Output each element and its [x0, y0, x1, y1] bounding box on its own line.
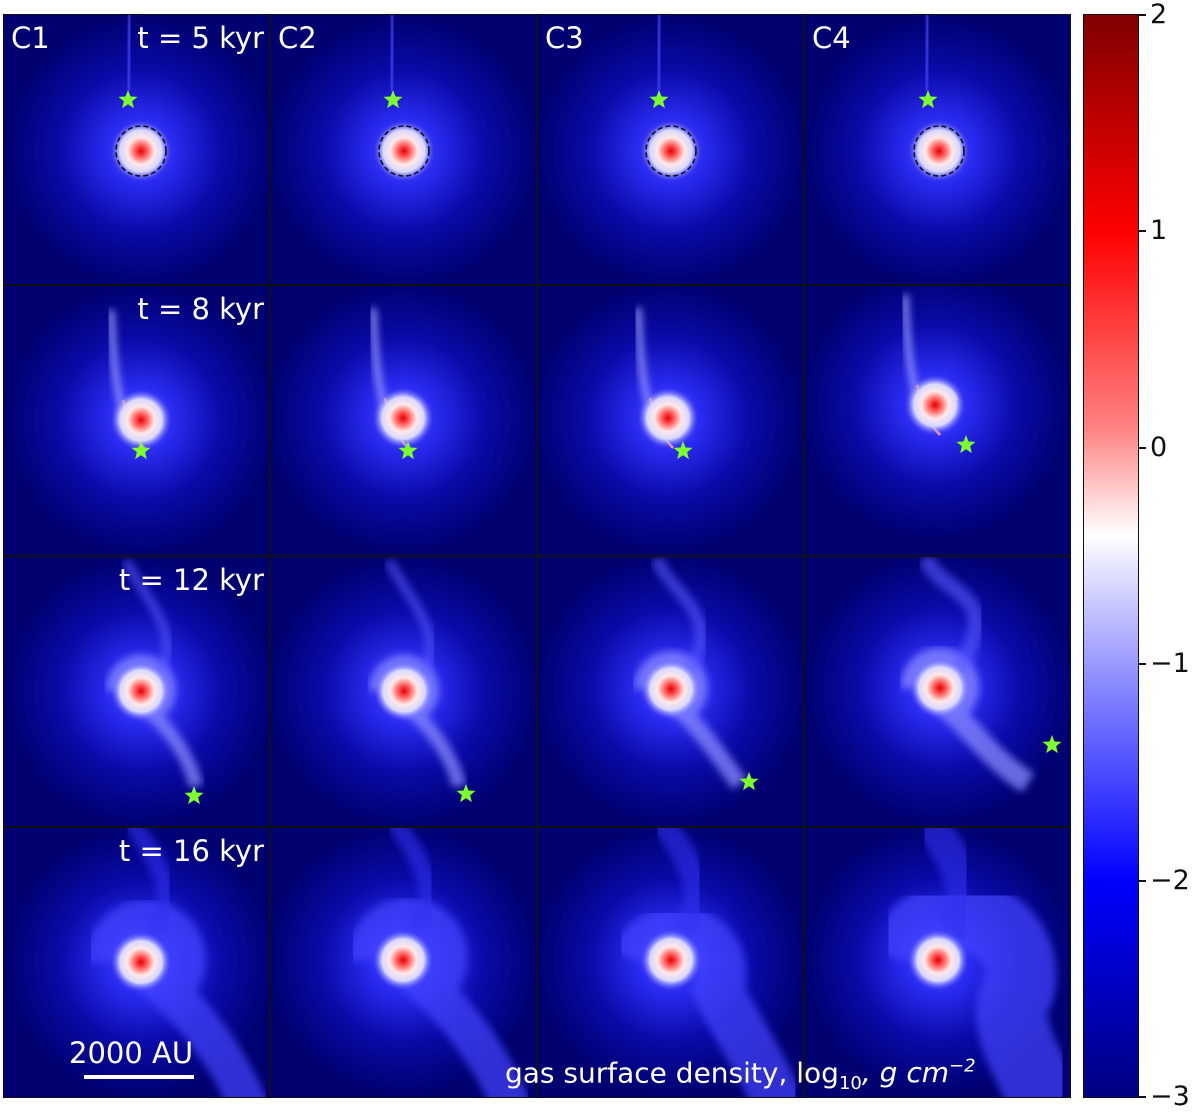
panel-image [270, 285, 537, 556]
panel-c4-row-2 [804, 285, 1071, 556]
time-label: t = 5 kyr [137, 21, 264, 55]
star-icon [649, 90, 669, 109]
panel-c3-row-1: C3 [537, 14, 804, 285]
column-label: C2 [278, 21, 317, 55]
dashed-circle [378, 125, 430, 177]
colorbar-tick-label: −2 [1150, 864, 1190, 896]
panel-c3-row-2 [537, 285, 804, 556]
colorbar-tick-label: −3 [1150, 1081, 1190, 1112]
colorbar-quantity-label: gas surface density, log10, g cm−2 [505, 1056, 976, 1094]
panel-image [270, 827, 537, 1098]
star-icon [1042, 735, 1062, 754]
panel-image [804, 556, 1071, 827]
density-label-unit: , g cm [861, 1056, 950, 1090]
star-icon [673, 441, 693, 460]
panel-image [804, 827, 1071, 1098]
star-icon [739, 772, 759, 791]
scale-bar [84, 1075, 194, 1079]
panel-divider-horizontal [3, 826, 1071, 828]
panel-image [537, 285, 804, 556]
panel-image [3, 556, 270, 827]
panel-image [3, 827, 270, 1098]
grid-frame [3, 14, 1071, 1098]
panel-c3-row-4 [537, 827, 804, 1098]
dashed-circle [115, 125, 167, 177]
panel-image [537, 827, 804, 1098]
column-label: C4 [812, 21, 851, 55]
star-icon [956, 435, 976, 454]
dashed-circle [913, 125, 965, 177]
density-label-sup: −2 [949, 1056, 976, 1077]
panel-c2-row-2 [270, 285, 537, 556]
time-label: t = 12 kyr [118, 563, 264, 597]
star-icon [918, 90, 938, 109]
density-label-prefix: gas surface density, log [505, 1056, 839, 1090]
panel-c2-row-1: C2 [270, 14, 537, 285]
panel-divider-vertical [803, 14, 805, 1098]
panel-c1-row-1: C1 t = 5 kyr [3, 14, 270, 285]
star-icon [398, 441, 418, 460]
scale-bar-label: 2000 AU [69, 1036, 194, 1070]
star-icon [118, 90, 138, 109]
column-label: C1 [11, 21, 50, 55]
panel-image [804, 14, 1071, 285]
colorbar-tick [1139, 879, 1146, 882]
panel-image [804, 285, 1071, 556]
image-grid: C1 t = 5 kyr C2 [3, 14, 1071, 1098]
panel-c4-row-3 [804, 556, 1071, 827]
star-icon [131, 441, 151, 460]
colorbar-tick-label: 1 [1150, 215, 1168, 247]
colorbar-tick [1139, 1096, 1146, 1098]
panel-c4-row-4 [804, 827, 1071, 1098]
panel-c1-row-3: t = 12 kyr [3, 556, 270, 827]
time-label: t = 16 kyr [118, 834, 264, 868]
panel-image [537, 556, 804, 827]
panel-image [3, 285, 270, 556]
colorbar-tick-label: 0 [1150, 431, 1168, 463]
panel-image [270, 14, 537, 285]
panel-divider-horizontal [3, 555, 1071, 557]
time-label: t = 8 kyr [137, 292, 264, 326]
density-label-sub: 10 [838, 1072, 862, 1094]
colorbar-tick [1139, 230, 1146, 233]
panel-image [537, 14, 804, 285]
panel-c4-row-1: C4 [804, 14, 1071, 285]
star-icon [184, 786, 204, 805]
colorbar-tick [1139, 14, 1146, 16]
panel-c3-row-3 [537, 556, 804, 827]
panel-c1-row-2: t = 8 kyr [3, 285, 270, 556]
colorbar [1083, 14, 1139, 1098]
panel-c2-row-4 [270, 827, 537, 1098]
colorbar-tick-label: 2 [1150, 0, 1168, 30]
colorbar-tick [1139, 663, 1146, 666]
star-icon [456, 784, 476, 803]
column-label: C3 [545, 21, 584, 55]
star-icon [383, 90, 403, 109]
panel-c1-row-4: t = 16 kyr [3, 827, 270, 1098]
dashed-circle [645, 125, 697, 177]
panel-c2-row-3 [270, 556, 537, 827]
panel-image [270, 556, 537, 827]
panel-image [3, 14, 270, 285]
colorbar-tick-label: −1 [1150, 648, 1190, 680]
colorbar-tick [1139, 446, 1146, 449]
